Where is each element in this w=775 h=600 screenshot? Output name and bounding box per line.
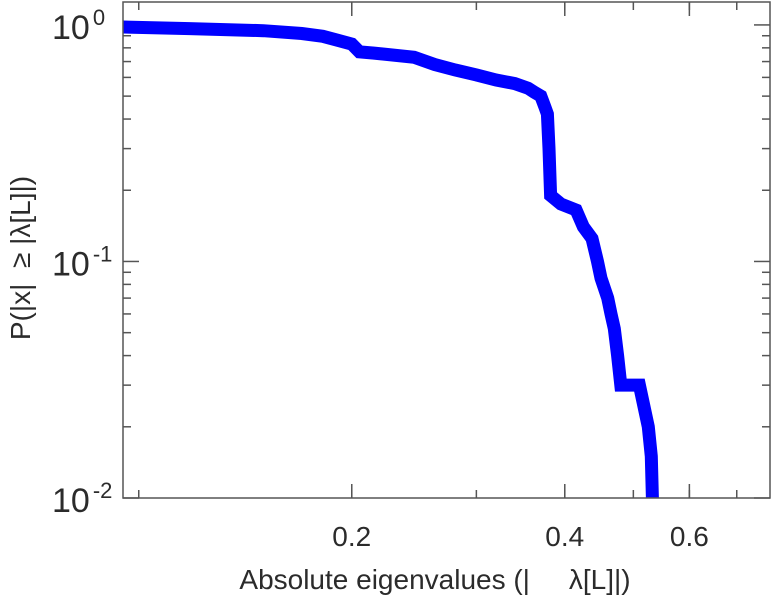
x-tick-label: 0.2 <box>332 521 371 552</box>
x-axis-label: Absolute eigenvalues (| λ[L]|) <box>239 564 630 595</box>
x-tick-labels: 0.2 0.4 0.6 <box>332 521 709 552</box>
series-line-cdf <box>122 20 659 499</box>
x-tick-label: 0.4 <box>545 521 584 552</box>
y-tick-label: 10 -2 <box>52 478 112 520</box>
plot-background <box>123 2 770 498</box>
y-tick-label: 10 -1 <box>52 241 112 283</box>
x-major-ticks <box>351 2 691 498</box>
x-tick-label: 0.6 <box>670 521 709 552</box>
y-axis-label: P(|x| ≥ |λ[L]|) <box>5 176 36 340</box>
y-tick-label: 10 0 <box>52 5 105 47</box>
plot-frame <box>122 1 771 499</box>
y-minor-ticks <box>123 34 770 428</box>
